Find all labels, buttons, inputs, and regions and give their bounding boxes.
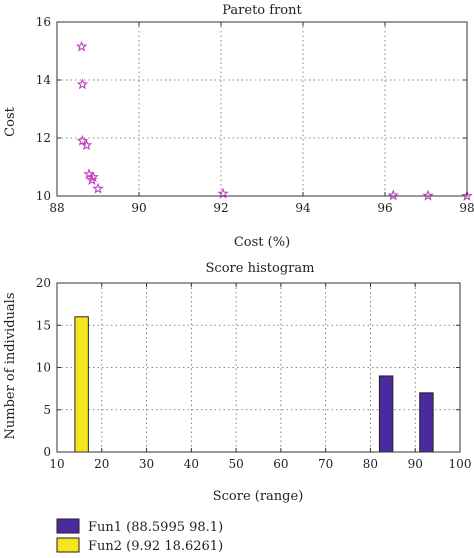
histogram-bar-fun1 <box>378 375 394 453</box>
histogram-title: Score histogram <box>206 261 315 276</box>
pareto-point <box>461 189 473 201</box>
histogram-xtick-label: 60 <box>273 457 288 471</box>
pareto-ytick-label: 16 <box>36 15 51 29</box>
histogram-xtick-label: 20 <box>94 457 109 471</box>
pareto-frame <box>56 21 468 197</box>
histogram-xlabel: Score (range) <box>213 489 304 504</box>
pareto-ytick-label: 14 <box>36 73 52 87</box>
legend-swatch-fun1 <box>56 518 80 534</box>
pareto-xtick-label: 92 <box>213 201 228 215</box>
pareto-title: Pareto front <box>222 3 302 18</box>
pareto-ytick-label: 12 <box>36 131 51 145</box>
legend-label-fun2: Fun2 (9.92 18.6261) <box>88 539 223 554</box>
pareto-xtick-label: 90 <box>131 201 146 215</box>
histogram-xtick-label: 90 <box>408 457 423 471</box>
histogram-xtick-label: 80 <box>363 457 378 471</box>
histogram-frame <box>56 282 461 453</box>
pareto-point <box>76 78 89 90</box>
pareto-xtick-label: 88 <box>49 201 64 215</box>
pareto-xtick-label: 98 <box>459 201 474 215</box>
pareto-xtick-label: 94 <box>295 201 311 215</box>
histogram-ytick-label: 5 <box>43 403 51 417</box>
histogram-bar-fun2 <box>74 316 89 453</box>
pareto-plot-area: 88 90 92 94 96 98 10 12 14 16 <box>36 15 474 215</box>
pareto-point <box>387 189 399 201</box>
histogram-xtick-label: 30 <box>139 457 154 471</box>
histogram-ytick-label: 0 <box>43 445 51 459</box>
pareto-point <box>75 40 88 52</box>
pareto-xtick-label: 96 <box>377 201 392 215</box>
histogram-ytick-label: 15 <box>36 318 51 332</box>
histogram-xtick-label: 100 <box>449 457 472 471</box>
histogram-bar-fun1 <box>419 392 434 453</box>
histogram-xtick-label: 40 <box>184 457 199 471</box>
pareto-ytick-label: 10 <box>36 189 51 203</box>
histogram-ytick-label: 20 <box>36 276 51 290</box>
histogram-plot-area: 10 20 30 40 50 60 70 80 90 100 0 5 10 15 20 <box>36 276 472 471</box>
histogram-xtick-label: 50 <box>228 457 243 471</box>
histogram-legend: Fun1 (88.5995 98.1) Fun2 (9.92 18.6261) <box>56 518 223 554</box>
pareto-point <box>87 171 99 183</box>
pareto-point <box>422 189 434 201</box>
pareto-ylabel: Cost <box>3 106 18 136</box>
histogram-xtick-label: 10 <box>49 457 64 471</box>
legend-label-fun1: Fun1 (88.5995 98.1) <box>88 520 223 535</box>
legend-swatch-fun2 <box>56 537 80 553</box>
histogram-ytick-label: 10 <box>36 361 51 375</box>
pareto-point <box>76 134 89 146</box>
histogram-xtick-label: 70 <box>318 457 333 471</box>
pareto-point <box>80 139 93 151</box>
pareto-xlabel: Cost (%) <box>234 235 290 250</box>
pareto-point <box>92 182 104 194</box>
histogram-ylabel: Number of individuals <box>3 293 18 440</box>
